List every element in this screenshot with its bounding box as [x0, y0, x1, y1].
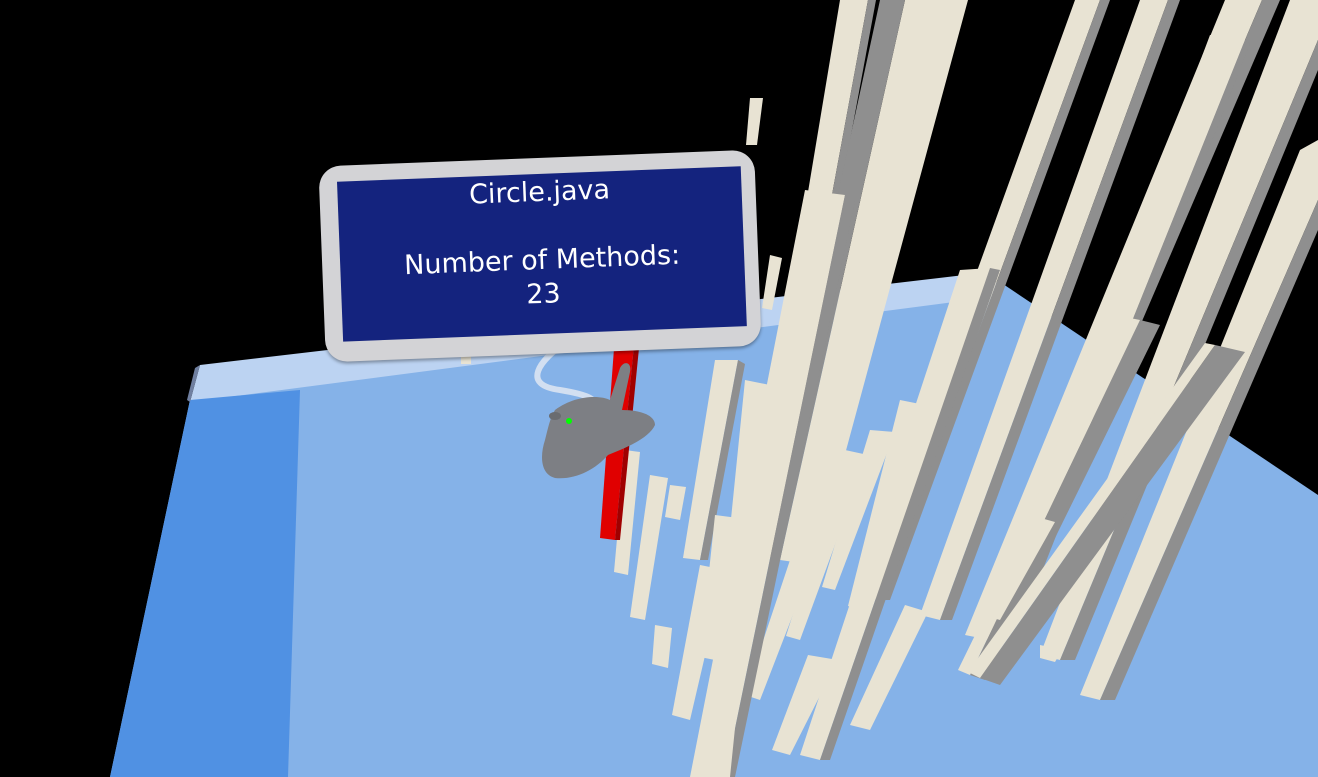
building-pillar	[745, 545, 818, 700]
building-pillar	[780, 0, 968, 565]
building-pillar	[1080, 140, 1318, 700]
building-pillar	[665, 485, 686, 520]
building-pillar	[630, 475, 668, 620]
building-pillar	[980, 345, 1245, 685]
platform-left-edge	[110, 390, 300, 777]
building-pillar	[848, 400, 925, 610]
building-pillar	[461, 350, 471, 364]
building-pillar	[762, 255, 782, 310]
building-pillar	[804, 517, 823, 530]
building-pillar	[920, 0, 1168, 620]
building-group	[461, 0, 1318, 777]
building-pillar	[1100, 200, 1318, 700]
building-pillar	[725, 195, 855, 777]
building-pillar	[772, 655, 838, 755]
building-pillar	[800, 268, 990, 760]
building-pillar	[614, 450, 640, 575]
building-pillar	[968, 343, 1215, 678]
building-pillar	[1040, 645, 1062, 662]
building-pillar	[700, 360, 745, 560]
hand-pointer-dot	[566, 418, 572, 424]
vr-hand-pointer-icon	[542, 363, 655, 479]
building-pillar	[970, 320, 1160, 680]
building-info-panel: Circle.java Number of Methods: 23	[318, 149, 762, 363]
building-pillar	[940, 0, 1180, 620]
building-pillar	[982, 515, 1055, 620]
building-pillar	[672, 565, 725, 720]
building-pillar	[820, 268, 1000, 760]
building-pillar	[683, 360, 738, 560]
building-pillar	[822, 430, 895, 590]
building-pillar	[705, 380, 770, 777]
building-info-screen: Circle.java Number of Methods: 23	[336, 166, 747, 342]
building-pillar	[746, 98, 763, 145]
platform-corner-edge	[187, 365, 200, 402]
building-pillar	[850, 605, 928, 730]
building-pillar	[652, 625, 672, 668]
building-pillar	[786, 450, 868, 640]
